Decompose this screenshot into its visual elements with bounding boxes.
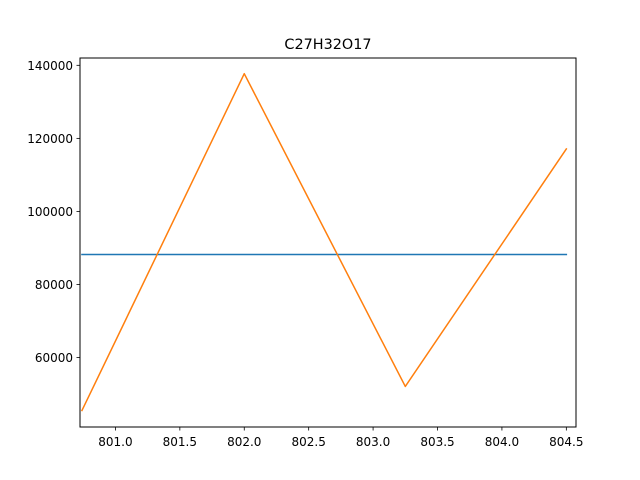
y-tick-label: 100000: [27, 205, 73, 219]
x-tick-label: 804.0: [485, 435, 519, 449]
chart-title: C27H32O17: [284, 37, 371, 53]
plot-frame: [79, 57, 577, 428]
x-tick-label: 802.5: [291, 435, 325, 449]
y-tick-label: 140000: [27, 59, 73, 73]
y-tick-label: 120000: [27, 132, 73, 146]
y-tick-label: 60000: [35, 351, 73, 365]
x-tick-label: 802.0: [227, 435, 261, 449]
x-tick-label: 804.5: [549, 435, 583, 449]
x-tick-label: 803.0: [356, 435, 390, 449]
y-axis: 60000 80000 100000 120000 140000: [27, 59, 80, 365]
x-tick-label: 801.0: [98, 435, 132, 449]
y-tick-label: 80000: [35, 278, 73, 292]
x-axis: 801.0 801.5 802.0 802.5 803.0 803.5 804.0 804.5: [98, 427, 584, 449]
x-tick-label: 803.5: [420, 435, 454, 449]
series-layer: [80, 72, 568, 412]
series-line-2: [80, 72, 568, 412]
x-tick-label: 801.5: [163, 435, 197, 449]
